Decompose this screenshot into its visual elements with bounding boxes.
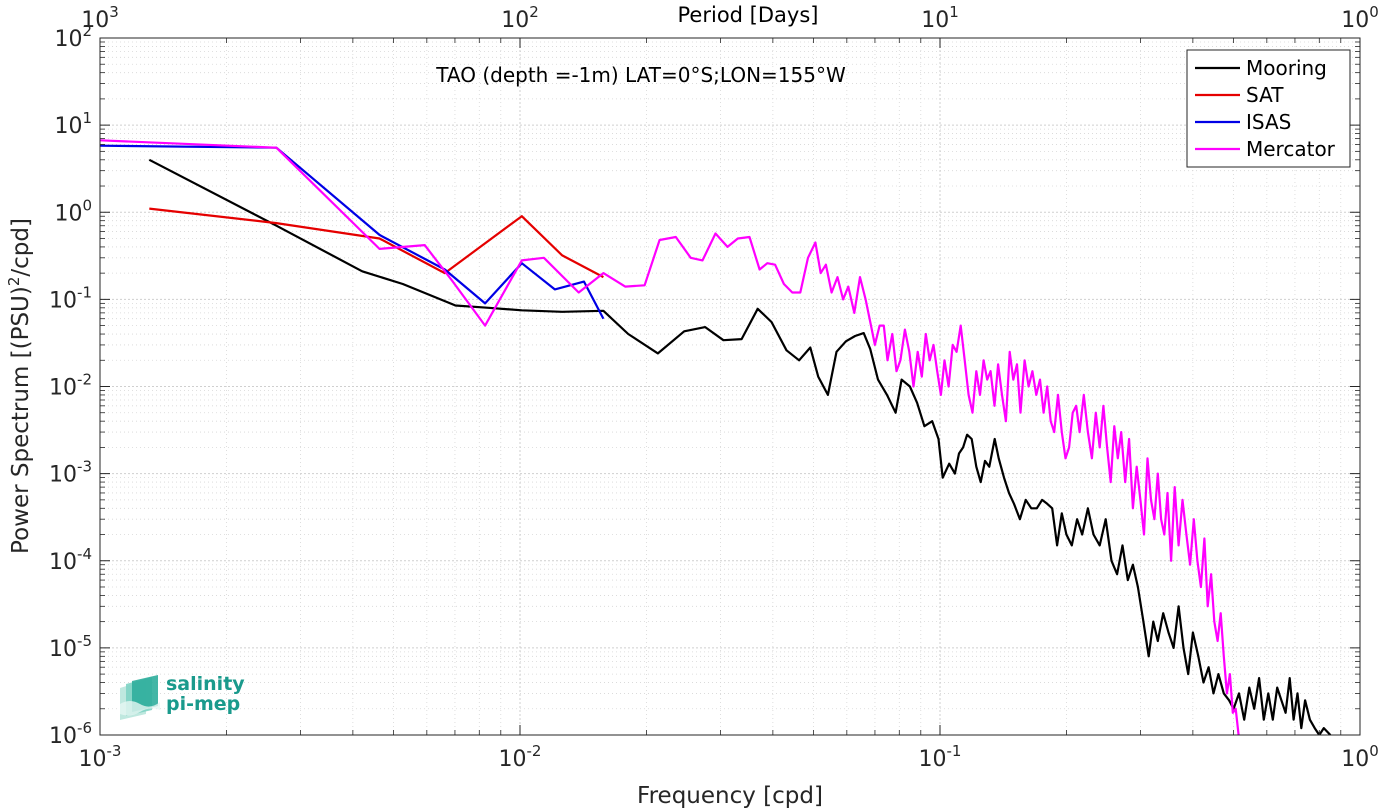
series-line-isas [100,144,605,320]
y-tick-label: 10-4 [49,545,92,575]
x-axis-label: Frequency [cpd] [637,783,823,809]
y-tick-label: 10-5 [49,632,92,662]
legend-box [1186,49,1351,168]
top-tick-label: 101 [921,3,959,33]
logo-wordmark: salinity pi-mep [166,673,245,715]
series-line-mooring [148,158,1332,735]
y-tick-label: 10-1 [49,283,92,313]
x-tick-label: 100 [1341,742,1379,772]
logo-mark-icon [120,675,160,720]
chart-annotation: TAO (depth =-1m) LAT=0°S;LON=155°W [435,63,846,87]
top-tick-label: 103 [81,3,119,33]
tick-marks [99,37,1361,736]
y-axis-label-main: Power Spectrum [(PSU) [8,286,34,554]
top-tick-label: 102 [501,3,539,33]
y-tick-label: 100 [54,196,92,226]
top-axis-label: Period [Days] [678,3,819,27]
series-line-sat [149,207,604,279]
x-tick-label: 10-1 [919,742,962,772]
y-tick-label: 101 [54,109,92,139]
y-tick-label: 10-6 [49,719,92,749]
y-tick-label: 10-2 [49,371,92,401]
bottom-x-tick-labels: 10-3 10-2 10-1 100 [79,742,1379,772]
x-tick-label: 10-2 [499,742,542,772]
y-tick-label: 10-3 [49,458,92,488]
series-line-mercator [100,139,1240,735]
y-axis-label-sup: 2 [5,277,23,287]
y-tick-labels: 10-6 10-5 10-4 10-3 10-2 10-1 100 101 102 [49,22,92,749]
legend-label-mooring: Mooring [1246,56,1327,80]
top-tick-label: 100 [1341,3,1379,33]
y-tick-label: 102 [54,22,92,52]
salinity-pimep-logo: salinity pi-mep [116,674,256,724]
legend: Mooring SAT ISAS Mercator [1186,49,1351,168]
legend-label-sat: SAT [1246,83,1284,107]
legend-label-mercator: Mercator [1246,137,1336,161]
legend-label-isas: ISAS [1246,110,1291,134]
x-tick-label: 10-3 [79,742,122,772]
series-layer [100,139,1332,735]
y-axis-label-tail: /cpd] [8,218,34,277]
top-x-tick-labels: 103 102 101 100 [81,3,1379,33]
y-axis-label: Power Spectrum [(PSU)2/cpd] [5,218,34,554]
